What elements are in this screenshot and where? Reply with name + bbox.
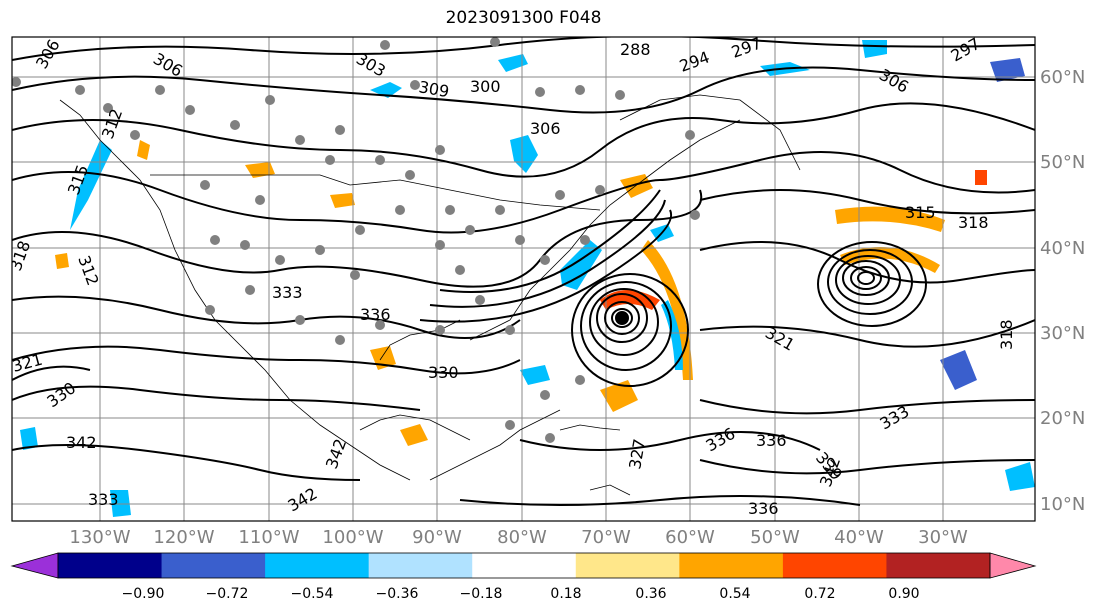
colorbar-tick: 0.18 bbox=[550, 586, 581, 602]
lat-label: 40°N bbox=[1040, 238, 1085, 259]
colorbar-tick: 0.72 bbox=[804, 586, 835, 602]
colorbar-tick: −0.72 bbox=[206, 586, 249, 602]
colorbar-tick: −0.54 bbox=[291, 586, 334, 602]
contour-label: 318 bbox=[997, 319, 1016, 350]
shade-patch bbox=[55, 253, 69, 269]
colorbar-segment bbox=[368, 553, 473, 578]
contour-label: 333 bbox=[88, 490, 119, 509]
shade-patch bbox=[835, 206, 945, 232]
colorbar-tick: 0.54 bbox=[719, 586, 750, 602]
colorbar-segment bbox=[782, 553, 887, 578]
shade-patch bbox=[520, 365, 550, 385]
shade-patch bbox=[990, 58, 1025, 82]
shade-patch bbox=[137, 140, 150, 160]
contour-label: 336 bbox=[360, 305, 391, 324]
lat-label: 30°N bbox=[1040, 323, 1085, 344]
lon-label: 130°W bbox=[69, 527, 130, 548]
shade-patch bbox=[600, 380, 638, 412]
shade-patch bbox=[661, 300, 683, 370]
shade-patch bbox=[20, 427, 38, 450]
contour-label: 318 bbox=[958, 213, 989, 232]
shade-patch bbox=[975, 170, 987, 185]
shade-patch bbox=[840, 247, 940, 273]
contour-label: 330 bbox=[428, 363, 459, 382]
lon-label: 70°W bbox=[581, 527, 631, 548]
contour-label: 288 bbox=[620, 40, 651, 59]
longitude-axis: 130°W 120°W 110°W 100°W 90°W 80°W 70°W 6… bbox=[69, 527, 968, 548]
lat-label: 60°N bbox=[1040, 67, 1085, 88]
colorbar-tick: 0.90 bbox=[888, 586, 919, 602]
contour-label: 300 bbox=[470, 77, 501, 96]
contour-lines bbox=[12, 37, 1035, 506]
colorbar-frame bbox=[57, 552, 991, 579]
colorbar-tick: −0.18 bbox=[460, 586, 503, 602]
lat-label: 50°N bbox=[1040, 152, 1085, 173]
station-markers bbox=[12, 37, 700, 443]
colorbar-segment bbox=[679, 553, 784, 578]
colorbar-segment bbox=[886, 553, 991, 578]
contour-label: 306 bbox=[530, 119, 561, 138]
contour-label: 336 bbox=[748, 499, 779, 518]
colorbar-extend-high bbox=[989, 552, 1037, 579]
colorbar-segment bbox=[575, 553, 680, 578]
plot-frame bbox=[11, 36, 1036, 522]
shade-patch bbox=[498, 54, 528, 72]
map-title: 2023091300 F048 bbox=[445, 8, 602, 28]
lon-label: 40°W bbox=[834, 527, 884, 548]
colorbar-extend-low bbox=[10, 552, 59, 579]
lon-label: 50°W bbox=[750, 527, 800, 548]
coastlines bbox=[59, 94, 801, 496]
lon-label: 60°W bbox=[665, 527, 715, 548]
lat-label: 10°N bbox=[1040, 494, 1085, 515]
shade-patch bbox=[370, 82, 402, 98]
contour-label: 315 bbox=[905, 203, 936, 222]
colorbar-segment bbox=[472, 553, 577, 578]
lon-label: 80°W bbox=[497, 527, 547, 548]
contour-label: 342 bbox=[66, 433, 97, 452]
colorbar-tick: −0.90 bbox=[122, 586, 165, 602]
shade-patch bbox=[330, 193, 355, 208]
colorbar-segment bbox=[161, 553, 266, 578]
shade-patch bbox=[940, 350, 977, 390]
shade-patch bbox=[862, 40, 887, 58]
colorbar: −0.90 −0.72 −0.54 −0.36 −0.18 0.18 0.36 … bbox=[10, 552, 1037, 602]
lon-label: 120°W bbox=[153, 527, 214, 548]
low-pressure-contours bbox=[817, 241, 927, 327]
lon-label: 90°W bbox=[412, 527, 462, 548]
colorbar-tick: −0.36 bbox=[376, 586, 419, 602]
shade-patch bbox=[510, 135, 538, 173]
lon-label: 30°W bbox=[918, 527, 968, 548]
lon-label: 110°W bbox=[238, 527, 299, 548]
latitude-axis: 60°N 50°N 40°N 30°N 20°N 10°N bbox=[1040, 67, 1085, 515]
contour-label: 336 bbox=[756, 431, 787, 450]
contour-label: 333 bbox=[272, 283, 303, 302]
shade-patch bbox=[245, 162, 275, 178]
colorbar-tick: 0.36 bbox=[635, 586, 666, 602]
shade-patch bbox=[1005, 462, 1035, 491]
shade-patch bbox=[400, 424, 428, 446]
hurricane-contours bbox=[571, 273, 689, 387]
lat-label: 20°N bbox=[1040, 408, 1085, 429]
lon-label: 100°W bbox=[322, 527, 383, 548]
colorbar-segment bbox=[58, 553, 163, 578]
colorbar-segment bbox=[265, 553, 370, 578]
shade-patch bbox=[620, 174, 653, 198]
